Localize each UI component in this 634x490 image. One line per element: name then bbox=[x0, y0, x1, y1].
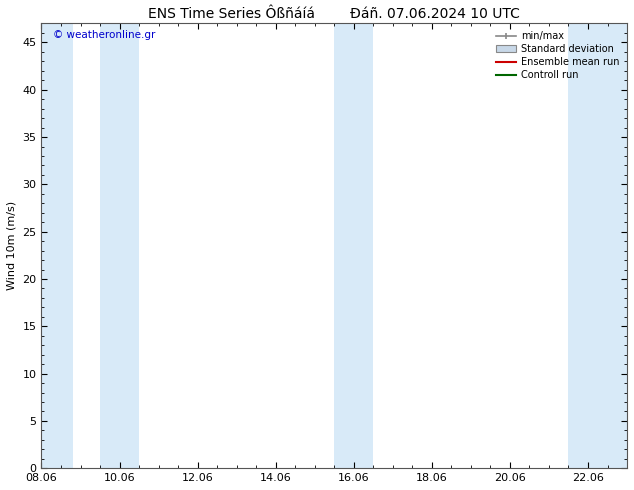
Bar bbox=[334, 24, 373, 468]
Text: © weatheronline.gr: © weatheronline.gr bbox=[53, 30, 155, 40]
Title: ENS Time Series Ôßñáíá        Ðáñ. 07.06.2024 10 UTC: ENS Time Series Ôßñáíá Ðáñ. 07.06.2024 1… bbox=[148, 7, 521, 21]
Legend: min/max, Standard deviation, Ensemble mean run, Controll run: min/max, Standard deviation, Ensemble me… bbox=[493, 28, 622, 83]
Bar bbox=[100, 24, 139, 468]
Bar bbox=[569, 24, 627, 468]
Bar bbox=[41, 24, 73, 468]
Y-axis label: Wind 10m (m/s): Wind 10m (m/s) bbox=[7, 201, 17, 291]
